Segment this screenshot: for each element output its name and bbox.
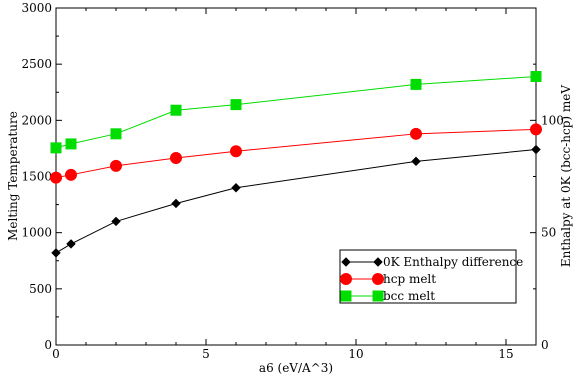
- series-line: [55, 76, 537, 149]
- x-tick-label: 0: [52, 347, 60, 361]
- data-point: [230, 99, 242, 111]
- legend-entry: hcp melt: [340, 272, 436, 286]
- legend-marker-left: [340, 290, 352, 302]
- data-point: [50, 171, 62, 184]
- series-1: [50, 123, 542, 184]
- legend-marker-right: [372, 273, 384, 285]
- data-point: [65, 138, 77, 150]
- data-point: [111, 216, 121, 227]
- x-tick-label: 10: [348, 347, 363, 361]
- data-point: [410, 127, 422, 140]
- data-point: [50, 142, 62, 154]
- legend-label: 0K Enthalpy difference: [383, 255, 523, 269]
- series-2: [50, 71, 542, 154]
- x-tick-label: 5: [202, 347, 210, 361]
- y-tick-label: 3000: [21, 1, 52, 15]
- legend-entry: 0K Enthalpy difference: [341, 255, 523, 269]
- data-point: [530, 123, 542, 136]
- legend: 0K Enthalpy difference hcp melt bcc melt: [339, 249, 523, 304]
- legend-box: [339, 249, 517, 304]
- legend-entry: bcc melt: [340, 289, 435, 303]
- x-tick-label: 15: [498, 347, 513, 361]
- y-tick-label: 0: [44, 338, 52, 352]
- data-point: [171, 198, 181, 209]
- x-axis-label: a6 (eV/A^3): [259, 361, 333, 375]
- series-line: [55, 149, 537, 254]
- series-0: [51, 144, 541, 258]
- data-point: [230, 145, 242, 158]
- y-axis-label: Melting Temperature: [6, 111, 20, 241]
- y-tick-label: 500: [29, 282, 52, 296]
- legend-marker-left: [340, 273, 352, 285]
- y2-tick-label: 100: [541, 113, 564, 127]
- y-tick-label: 2000: [21, 113, 52, 127]
- axis-ticks: [55, 7, 536, 346]
- data-point: [110, 128, 122, 140]
- y-tick-label: 1000: [21, 226, 52, 240]
- legend-marker-left: [341, 257, 351, 267]
- data-point: [65, 168, 77, 181]
- data-point: [411, 156, 421, 167]
- y2-axis-label: Enthalpy at 0K (bcc-hcp) meV: [559, 85, 573, 267]
- legend-marker-right: [373, 257, 383, 267]
- legend-label: bcc melt: [383, 289, 435, 303]
- y2-tick-label: 50: [541, 226, 556, 240]
- data-point: [170, 104, 182, 116]
- data-point: [410, 78, 422, 90]
- series-line: [55, 128, 537, 179]
- series-layer: [50, 71, 542, 258]
- data-point: [51, 248, 61, 258]
- data-point: [66, 239, 76, 249]
- y2-tick-label: 0: [541, 338, 549, 352]
- legend-label: hcp melt: [383, 272, 436, 286]
- data-point: [170, 151, 182, 164]
- data-point: [231, 183, 241, 193]
- data-point: [110, 159, 122, 172]
- y-tick-label: 2500: [21, 57, 52, 71]
- data-point: [531, 144, 541, 155]
- axis-tick-labels: 0 5 10 15 0 500 1000 1500 2000 2500 3000 0 50 100: [21, 1, 563, 361]
- legend-marker-right: [372, 290, 384, 302]
- data-point: [530, 71, 542, 83]
- y-tick-label: 1500: [21, 170, 52, 184]
